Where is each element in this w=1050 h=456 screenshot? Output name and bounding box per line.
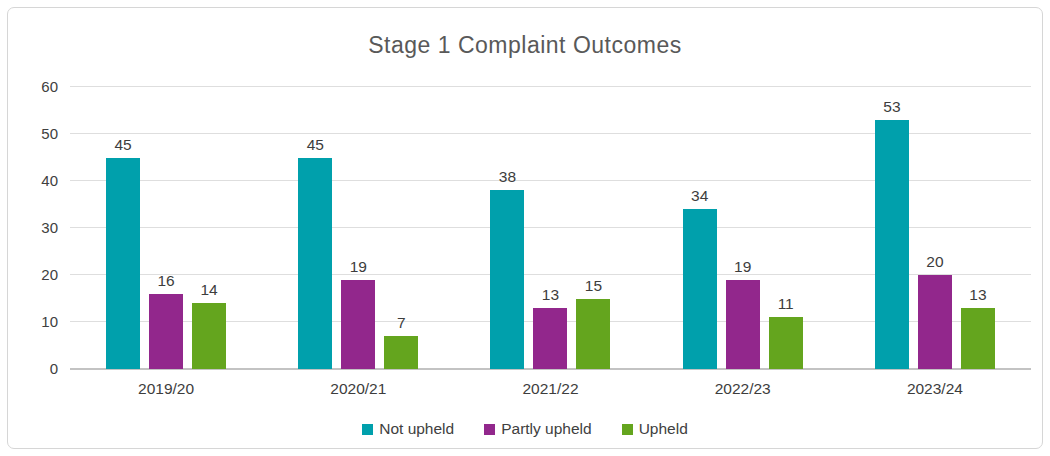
legend: Not upheld Partly upheld Upheld: [8, 420, 1042, 438]
data-label: 15: [585, 277, 602, 295]
x-tick-label: 2021/22: [454, 380, 646, 398]
legend-swatch-icon: [484, 424, 495, 435]
bar-not-upheld: 45: [106, 158, 140, 370]
data-label: 20: [926, 253, 943, 271]
bar-group-2023-24: 532013: [839, 87, 1031, 369]
bar-upheld: 11: [769, 317, 803, 369]
data-label: 16: [157, 272, 174, 290]
bar-partly-upheld: 16: [149, 294, 183, 369]
legend-swatch-icon: [622, 424, 633, 435]
legend-label: Partly upheld: [501, 420, 591, 438]
data-label: 53: [883, 98, 900, 116]
data-label: 34: [691, 187, 708, 205]
data-label: 13: [542, 286, 559, 304]
legend-label: Upheld: [639, 420, 688, 438]
y-tick-label: 20: [24, 266, 58, 284]
legend-swatch-icon: [362, 424, 373, 435]
x-tick-label: 2020/21: [262, 380, 454, 398]
data-label: 13: [969, 286, 986, 304]
legend-item-partly-upheld: Partly upheld: [484, 420, 591, 438]
y-tick-label: 10: [24, 313, 58, 331]
bar-not-upheld: 45: [298, 158, 332, 370]
bar-not-upheld: 34: [683, 209, 717, 369]
x-tick-label: 2023/24: [839, 380, 1031, 398]
bar-group-2020-21: 45197: [262, 87, 454, 369]
bar-upheld: 15: [576, 299, 610, 370]
bar-upheld: 14: [192, 303, 226, 369]
y-tick-label: 30: [24, 219, 58, 237]
data-label: 38: [499, 168, 516, 186]
y-tick-label: 50: [24, 125, 58, 143]
chart-title: Stage 1 Complaint Outcomes: [8, 32, 1042, 59]
legend-item-upheld: Upheld: [622, 420, 688, 438]
bar-group-2021-22: 381315: [454, 87, 646, 369]
bar-upheld: 13: [961, 308, 995, 369]
bar-partly-upheld: 20: [918, 275, 952, 369]
y-tick-label: 40: [24, 172, 58, 190]
bar-upheld: 7: [384, 336, 418, 369]
data-label: 19: [350, 258, 367, 276]
bar-group-2022-23: 341911: [647, 87, 839, 369]
bar-partly-upheld: 13: [533, 308, 567, 369]
data-label: 14: [200, 281, 217, 299]
plot-area: 45161445197381315341911532013: [70, 87, 1031, 369]
data-label: 7: [397, 314, 406, 332]
y-tick-label: 60: [24, 78, 58, 96]
data-label: 19: [734, 258, 751, 276]
bar-group-2019-20: 451614: [70, 87, 262, 369]
y-tick-label: 0: [24, 360, 58, 378]
bar-partly-upheld: 19: [726, 280, 760, 369]
chart-card: Stage 1 Complaint Outcomes 4516144519738…: [7, 7, 1043, 449]
x-tick-label: 2019/20: [70, 380, 262, 398]
data-label: 45: [307, 136, 324, 154]
legend-label: Not upheld: [379, 420, 454, 438]
x-tick-label: 2022/23: [647, 380, 839, 398]
bar-partly-upheld: 19: [341, 280, 375, 369]
bar-not-upheld: 38: [490, 190, 524, 369]
bar-not-upheld: 53: [875, 120, 909, 369]
legend-item-not-upheld: Not upheld: [362, 420, 454, 438]
data-label: 45: [114, 136, 131, 154]
data-label: 11: [778, 295, 794, 313]
chart-screenshot: Stage 1 Complaint Outcomes 4516144519738…: [0, 0, 1050, 456]
